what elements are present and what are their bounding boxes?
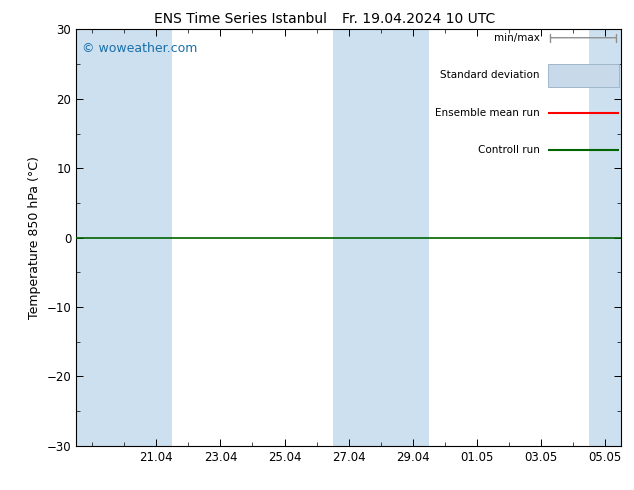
Bar — [589, 29, 634, 446]
Y-axis label: Temperature 850 hPa (°C): Temperature 850 hPa (°C) — [28, 156, 41, 319]
FancyBboxPatch shape — [548, 64, 619, 87]
Text: Standard deviation: Standard deviation — [440, 70, 540, 80]
Bar — [333, 29, 429, 446]
Text: Fr. 19.04.2024 10 UTC: Fr. 19.04.2024 10 UTC — [342, 12, 495, 26]
Text: min/max: min/max — [494, 33, 540, 43]
Text: Ensemble mean run: Ensemble mean run — [435, 108, 540, 118]
Bar — [76, 29, 172, 446]
Text: Controll run: Controll run — [477, 145, 540, 155]
Text: © woweather.com: © woweather.com — [82, 42, 197, 55]
Text: ENS Time Series Istanbul: ENS Time Series Istanbul — [155, 12, 327, 26]
